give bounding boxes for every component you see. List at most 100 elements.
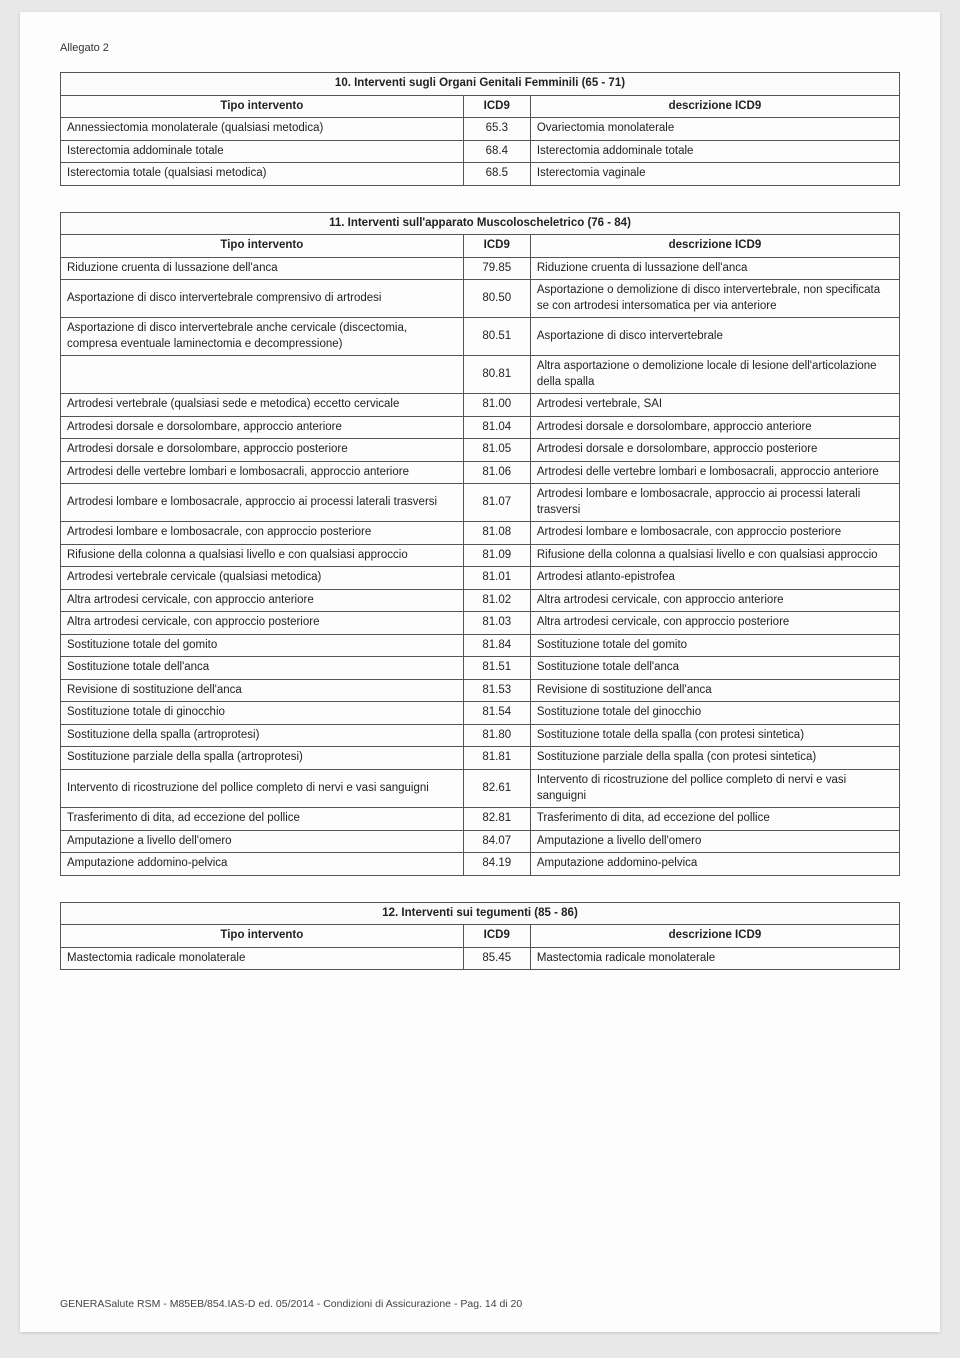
cell-desc: Sostituzione totale della spalla (con pr…	[530, 724, 899, 747]
table-row: Artrodesi lombare e lombosacrale, approc…	[61, 484, 900, 522]
cell-icd9: 81.53	[463, 679, 530, 702]
table-row: Isterectomia addominale totale68.4Istere…	[61, 140, 900, 163]
cell-tipo: Trasferimento di dita, ad eccezione del …	[61, 808, 464, 831]
data-table: 10. Interventi sugli Organi Genitali Fem…	[60, 72, 900, 186]
cell-icd9: 81.51	[463, 657, 530, 680]
table-row: Artrodesi vertebrale cervicale (qualsias…	[61, 567, 900, 590]
cell-icd9: 68.4	[463, 140, 530, 163]
cell-icd9: 68.5	[463, 163, 530, 186]
cell-icd9: 65.3	[463, 118, 530, 141]
table-row: Rifusione della colonna a qualsiasi live…	[61, 544, 900, 567]
cell-icd9: 81.01	[463, 567, 530, 590]
column-header-icd9: ICD9	[463, 235, 530, 258]
cell-desc: Amputazione a livello dell'omero	[530, 830, 899, 853]
cell-tipo: Artrodesi vertebrale (qualsiasi sede e m…	[61, 394, 464, 417]
cell-icd9: 84.19	[463, 853, 530, 876]
table-row: Sostituzione della spalla (artroprotesi)…	[61, 724, 900, 747]
cell-desc: Artrodesi vertebrale, SAI	[530, 394, 899, 417]
cell-desc: Isterectomia addominale totale	[530, 140, 899, 163]
cell-tipo: Revisione di sostituzione dell'anca	[61, 679, 464, 702]
cell-tipo: Artrodesi vertebrale cervicale (qualsias…	[61, 567, 464, 590]
cell-icd9: 81.07	[463, 484, 530, 522]
column-header-desc: descrizione ICD9	[530, 925, 899, 948]
cell-icd9: 80.51	[463, 318, 530, 356]
cell-tipo: Mastectomia radicale monolaterale	[61, 947, 464, 970]
table-row: Amputazione a livello dell'omero84.07Amp…	[61, 830, 900, 853]
cell-icd9: 85.45	[463, 947, 530, 970]
cell-tipo: Artrodesi lombare e lombosacrale, approc…	[61, 484, 464, 522]
table-title: 11. Interventi sull'apparato Muscolosche…	[61, 212, 900, 235]
table-row: Sostituzione totale dell'anca81.51Sostit…	[61, 657, 900, 680]
table-row: Annessiectomia monolaterale (qualsiasi m…	[61, 118, 900, 141]
table-row: Asportazione di disco intervertebrale an…	[61, 318, 900, 356]
table-row: Artrodesi delle vertebre lombari e lombo…	[61, 461, 900, 484]
cell-desc: Intervento di ricostruzione del pollice …	[530, 769, 899, 807]
cell-desc: Amputazione addomino-pelvica	[530, 853, 899, 876]
cell-icd9: 82.81	[463, 808, 530, 831]
cell-tipo: Sostituzione totale dell'anca	[61, 657, 464, 680]
cell-desc: Asportazione o demolizione di disco inte…	[530, 280, 899, 318]
cell-desc: Artrodesi dorsale e dorsolombare, approc…	[530, 416, 899, 439]
column-header-tipo: Tipo intervento	[61, 235, 464, 258]
data-table: 12. Interventi sui tegumenti (85 - 86)Ti…	[60, 902, 900, 971]
cell-tipo: Sostituzione parziale della spalla (artr…	[61, 747, 464, 770]
cell-tipo: Artrodesi dorsale e dorsolombare, approc…	[61, 439, 464, 462]
cell-icd9: 81.54	[463, 702, 530, 725]
cell-tipo: Sostituzione della spalla (artroprotesi)	[61, 724, 464, 747]
cell-tipo: Artrodesi dorsale e dorsolombare, approc…	[61, 416, 464, 439]
cell-icd9: 79.85	[463, 257, 530, 280]
cell-desc: Asportazione di disco intervertebrale	[530, 318, 899, 356]
cell-tipo: Asportazione di disco intervertebrale co…	[61, 280, 464, 318]
cell-tipo: Isterectomia totale (qualsiasi metodica)	[61, 163, 464, 186]
document-page: Allegato 2 10. Interventi sugli Organi G…	[20, 12, 940, 1332]
table-row: Trasferimento di dita, ad eccezione del …	[61, 808, 900, 831]
cell-icd9: 81.04	[463, 416, 530, 439]
table-row: Isterectomia totale (qualsiasi metodica)…	[61, 163, 900, 186]
cell-icd9: 81.84	[463, 634, 530, 657]
table-row: Riduzione cruenta di lussazione dell'anc…	[61, 257, 900, 280]
cell-tipo: Riduzione cruenta di lussazione dell'anc…	[61, 257, 464, 280]
table-row: Altra artrodesi cervicale, con approccio…	[61, 589, 900, 612]
table-row: Artrodesi dorsale e dorsolombare, approc…	[61, 439, 900, 462]
attachment-label: Allegato 2	[60, 42, 900, 54]
table-row: Altra artrodesi cervicale, con approccio…	[61, 612, 900, 635]
cell-desc: Altra artrodesi cervicale, con approccio…	[530, 589, 899, 612]
cell-desc: Artrodesi lombare e lombosacrale, approc…	[530, 484, 899, 522]
cell-desc: Artrodesi atlanto-epistrofea	[530, 567, 899, 590]
cell-tipo: Altra artrodesi cervicale, con approccio…	[61, 589, 464, 612]
data-table: 11. Interventi sull'apparato Muscolosche…	[60, 212, 900, 876]
cell-tipo: Asportazione di disco intervertebrale an…	[61, 318, 464, 356]
cell-tipo: Annessiectomia monolaterale (qualsiasi m…	[61, 118, 464, 141]
column-header-icd9: ICD9	[463, 95, 530, 118]
page-footer: GENERASalute RSM - M85EB/854.IAS-D ed. 0…	[60, 1298, 522, 1310]
table-row: Sostituzione parziale della spalla (artr…	[61, 747, 900, 770]
cell-tipo: Sostituzione totale di ginocchio	[61, 702, 464, 725]
cell-tipo: Amputazione addomino-pelvica	[61, 853, 464, 876]
cell-desc: Trasferimento di dita, ad eccezione del …	[530, 808, 899, 831]
column-header-icd9: ICD9	[463, 925, 530, 948]
table-row: Artrodesi dorsale e dorsolombare, approc…	[61, 416, 900, 439]
cell-icd9: 81.09	[463, 544, 530, 567]
cell-desc: Altra artrodesi cervicale, con approccio…	[530, 612, 899, 635]
table-row: Artrodesi vertebrale (qualsiasi sede e m…	[61, 394, 900, 417]
cell-desc: Artrodesi lombare e lombosacrale, con ap…	[530, 522, 899, 545]
cell-desc: Rifusione della colonna a qualsiasi live…	[530, 544, 899, 567]
cell-desc: Altra asportazione o demolizione locale …	[530, 356, 899, 394]
tables-container: 10. Interventi sugli Organi Genitali Fem…	[60, 72, 900, 970]
cell-desc: Ovariectomia monolaterale	[530, 118, 899, 141]
cell-desc: Artrodesi delle vertebre lombari e lombo…	[530, 461, 899, 484]
table-row: Artrodesi lombare e lombosacrale, con ap…	[61, 522, 900, 545]
table-title: 10. Interventi sugli Organi Genitali Fem…	[61, 73, 900, 96]
cell-tipo: Isterectomia addominale totale	[61, 140, 464, 163]
table-row: Sostituzione totale del gomito81.84Sosti…	[61, 634, 900, 657]
cell-icd9: 81.81	[463, 747, 530, 770]
cell-desc: Isterectomia vaginale	[530, 163, 899, 186]
cell-tipo	[61, 356, 464, 394]
table-row: Mastectomia radicale monolaterale85.45Ma…	[61, 947, 900, 970]
cell-desc: Riduzione cruenta di lussazione dell'anc…	[530, 257, 899, 280]
table-row: Intervento di ricostruzione del pollice …	[61, 769, 900, 807]
cell-icd9: 81.02	[463, 589, 530, 612]
cell-desc: Sostituzione totale del gomito	[530, 634, 899, 657]
cell-tipo: Altra artrodesi cervicale, con approccio…	[61, 612, 464, 635]
cell-tipo: Artrodesi delle vertebre lombari e lombo…	[61, 461, 464, 484]
